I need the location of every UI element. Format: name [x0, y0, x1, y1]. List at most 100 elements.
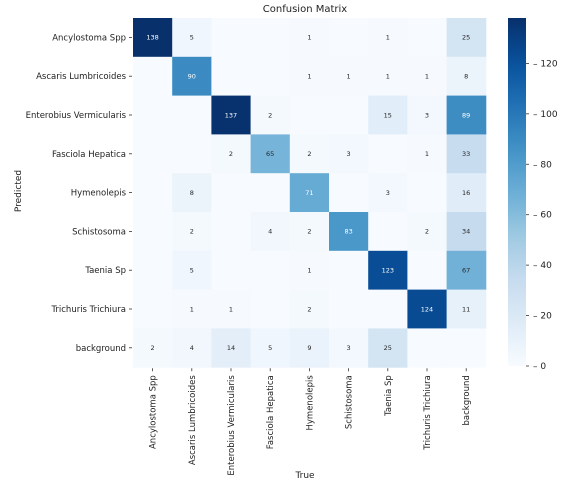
cell-value-label: 2 [268, 111, 272, 119]
colorbar-tick-label: – 60 [533, 211, 552, 221]
cell-value-label: 16 [462, 189, 470, 197]
colorbar-tick-label: – 0 [533, 362, 546, 372]
heatmap-cell [329, 134, 369, 174]
heatmap-cell [211, 328, 252, 368]
cell-value-label: 11 [462, 305, 470, 313]
heatmap-cell [368, 328, 408, 368]
cell-value-label: 124 [421, 305, 433, 313]
heatmap-cell [211, 173, 252, 213]
heatmap-cell [368, 95, 408, 135]
heatmap-cell [250, 212, 291, 252]
cell-value-label: 5 [190, 267, 194, 275]
colorbar-ticks: – 0 – 20 – 40 – 60 – 80 – 100 – 120 [526, 59, 558, 372]
heatmap-cell [446, 289, 487, 329]
heatmap-cell [250, 328, 291, 368]
cell-value-label: 3 [425, 111, 429, 119]
heatmap-cell [329, 328, 369, 368]
cell-value-label: 138 [146, 34, 158, 42]
heatmap-cell [407, 134, 448, 174]
cell-value-label: 1 [347, 73, 351, 81]
cell-value-label: 34 [462, 228, 470, 236]
x-tick-label: Taenia Sp [384, 375, 394, 417]
colorbar-tick-label: – 100 [533, 110, 558, 120]
y-tick-label: Ascaris Lumbricoides [36, 72, 126, 82]
cell-value-label: 2 [229, 150, 233, 158]
heatmap-cell [446, 328, 487, 368]
heatmap-cell [407, 212, 448, 252]
heatmap-cell [407, 289, 448, 329]
x-tick-label: Ancylostoma Spp [149, 375, 159, 449]
heatmap-cell [368, 56, 408, 97]
x-tick-label: Trichuris Trichiura [423, 375, 433, 451]
heatmap-cell [211, 134, 252, 174]
cell-value-label: 9 [307, 344, 311, 352]
y-tick-label: Taenia Sp [84, 266, 126, 276]
heatmap-cell [250, 56, 291, 97]
y-tick-labels: Ancylostoma Spp Ascaris Lumbricoides Enter… [26, 33, 132, 354]
cell-value-label: 1 [425, 73, 429, 81]
cell-value-label: 2 [307, 150, 311, 158]
cell-value-label: 90 [188, 73, 196, 81]
cell-value-label: 1 [190, 305, 194, 313]
heatmap-cell [289, 18, 330, 58]
x-tick-labels: Ancylostoma Spp Ascaris Lumbricoides Enter… [149, 368, 472, 476]
heatmap-cell [446, 212, 487, 252]
cell-value-label: 4 [190, 344, 194, 352]
heatmap-cell [172, 18, 212, 58]
heatmap-cell [407, 328, 448, 368]
heatmap-cell [172, 134, 212, 174]
heatmap-cell [446, 173, 487, 213]
heatmap-cell [329, 18, 369, 58]
colorbar-tick-label: – 120 [533, 59, 558, 69]
colorbar [508, 18, 526, 366]
heatmap-cell [407, 95, 448, 135]
heatmap-cell [211, 289, 252, 329]
heatmap-cell [133, 289, 173, 329]
cell-value-label: 1 [386, 73, 390, 81]
cell-value-label: 67 [462, 267, 470, 275]
x-axis-label: True [294, 471, 315, 481]
heatmap-cell [446, 250, 487, 291]
y-tick-label: Hymenolepis [71, 189, 127, 199]
cell-value-label: 1 [425, 150, 429, 158]
cell-value-label: 1 [307, 267, 311, 275]
heatmap-cell [289, 289, 330, 329]
heatmap-cell [133, 173, 173, 213]
colorbar-tick-label: – 80 [533, 160, 552, 170]
cell-value-label: 1 [307, 34, 311, 42]
heatmap-cell [250, 134, 291, 174]
heatmap-cell [211, 212, 252, 252]
x-tick-label: background [462, 375, 472, 425]
heatmap-cell [446, 18, 487, 58]
cell-value-label: 33 [462, 150, 470, 158]
heatmap-cell [133, 18, 173, 58]
heatmap-cell [133, 56, 173, 97]
heatmap-cell [289, 212, 330, 252]
heatmap-cell [133, 328, 173, 368]
cell-value-label: 8 [464, 73, 468, 81]
heatmap-cell [211, 95, 252, 135]
cell-value-label: 14 [227, 344, 235, 352]
heatmap-cell [329, 289, 369, 329]
cell-value-label: 1 [229, 305, 233, 313]
x-tick-label: Ascaris Lumbricoides [188, 375, 198, 465]
cell-value-label: 25 [462, 34, 470, 42]
heatmap-cell [368, 289, 408, 329]
x-tick-label: Fasciola Hepatica [266, 375, 276, 449]
cell-value-label: 3 [347, 150, 351, 158]
y-tick-label: background [76, 344, 126, 354]
heatmap-cell [250, 173, 291, 213]
heatmap-cell [368, 173, 408, 213]
cell-value-label: 15 [384, 111, 392, 119]
heatmap-cell [250, 95, 291, 135]
heatmap-cell [211, 56, 252, 97]
heatmap-cell [133, 250, 173, 291]
cell-value-label: 25 [384, 344, 392, 352]
heatmap-cell [289, 134, 330, 174]
heatmap-cell [211, 18, 252, 58]
cell-value-label: 65 [266, 150, 274, 158]
heatmap-cell [211, 250, 252, 291]
cell-value-label: 2 [307, 305, 311, 313]
chart-title: Confusion Matrix [263, 4, 347, 15]
